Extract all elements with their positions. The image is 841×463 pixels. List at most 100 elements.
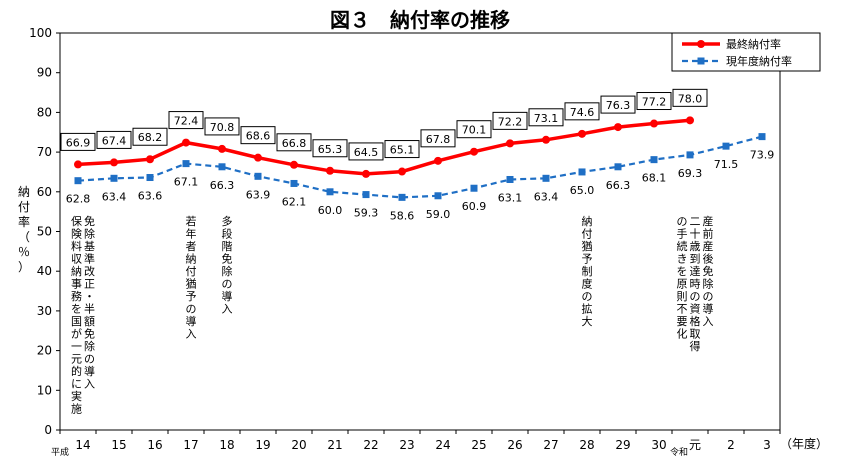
annotation-char: ・ (84, 290, 95, 303)
data-point (506, 139, 514, 148)
annotation-char: 免 (222, 252, 233, 266)
data-label-box (348, 142, 384, 161)
data-label: 60.0 (318, 204, 343, 217)
x-tick-label: 23 (399, 438, 414, 452)
data-point (218, 163, 226, 171)
annotation-char: 達 (690, 265, 701, 278)
y-axis-label-char: 付 (18, 200, 30, 214)
data-label: 72.2 (498, 115, 523, 128)
annotation-char: 制 (582, 265, 593, 278)
y-tick-label: 30 (37, 304, 52, 318)
data-label: 66.9 (66, 136, 91, 149)
data-label: 77.2 (642, 96, 667, 109)
x-tick-label: 27 (543, 438, 558, 452)
annotation-char: 入 (222, 303, 233, 316)
annotation-char: 納 (71, 265, 82, 278)
data-label: 63.1 (498, 191, 523, 204)
era-label-heisei: 平成 (51, 446, 69, 458)
annotation-char: 免 (84, 327, 95, 341)
annotation-char: 付 (186, 265, 197, 278)
data-point (182, 160, 190, 168)
annotation-char: 基 (84, 240, 95, 253)
annotation-char: 正 (84, 278, 95, 291)
annotation-char: を (71, 303, 82, 316)
annotation-char: 大 (582, 314, 593, 328)
y-tick-label: 100 (29, 26, 52, 40)
annotation-char: 保 (71, 214, 82, 228)
annotation-char: 取 (690, 328, 701, 341)
annotation-char: 年 (186, 227, 197, 241)
data-point (146, 155, 154, 164)
x-tick-label: 29 (615, 438, 630, 452)
annotation-char: 続 (677, 239, 688, 253)
data-label-box (384, 140, 420, 159)
data-label: 70.8 (210, 121, 235, 134)
data-label: 60.9 (462, 200, 487, 213)
annotation-char: 若 (186, 215, 197, 228)
chart-title: 図３ 納付率の推移 (330, 8, 510, 32)
data-label: 74.6 (570, 106, 595, 119)
x-tick-label: 21 (327, 438, 342, 452)
annotation-char: 階 (222, 239, 233, 253)
annotations: 免除基準改正・半額免除の導入保険料収納事務を国が一元的に実施若年者納付猶予の導入… (71, 214, 714, 416)
annotation-char: 導 (703, 302, 714, 316)
annotation-char: 原 (677, 278, 688, 291)
x-axis: 14 15 16 17 18 19 20 21 22 23 24 25 26 27 28 29 30 元 2 3 (59, 430, 781, 452)
data-point (578, 168, 586, 176)
x-tick-label: 26 (507, 438, 522, 452)
y-tick-label: 50 (37, 225, 52, 239)
annotation-char: 多 (222, 214, 233, 228)
data-point (722, 142, 730, 150)
annotation-char: の (222, 278, 233, 291)
data-label-box (132, 127, 168, 146)
y-axis-label-char: ％ (18, 245, 30, 259)
annotation-char: 納 (186, 253, 197, 266)
annotation-char: き (677, 253, 688, 266)
data-label: 59.0 (426, 208, 451, 221)
annotation-char: 手 (677, 227, 688, 241)
data-label-box (564, 102, 600, 121)
annotation-char: 拡 (582, 302, 593, 316)
data-point (758, 133, 766, 141)
data-label-box (96, 130, 132, 149)
x-tick-label: 17 (183, 438, 198, 452)
data-label: 72.4 (174, 115, 199, 128)
annotation-char: 猶 (582, 239, 593, 253)
annotation-char: 到 (690, 253, 701, 266)
annotation-char: 実 (71, 389, 82, 403)
plot-frame (59, 32, 781, 431)
data-label-box (456, 120, 492, 139)
annotation-char: 後 (703, 252, 714, 266)
data-point (182, 138, 190, 147)
data-label: 73.9 (750, 149, 775, 162)
annotation-char: 入 (703, 315, 714, 328)
annotation-char: の (703, 290, 714, 303)
data-point (470, 184, 478, 192)
legend-label: 最終納付率 (726, 37, 781, 51)
annotation-char: を (677, 265, 688, 278)
data-label: 65.3 (318, 143, 343, 156)
legend-label: 現年度納付率 (726, 54, 792, 68)
annotation-char: 導 (186, 314, 197, 328)
annotation-char: 険 (71, 228, 82, 241)
x-tick-label: 18 (219, 438, 234, 452)
data-point (218, 144, 226, 153)
data-label: 70.1 (462, 124, 487, 137)
data-label-box (492, 111, 528, 130)
data-point (74, 177, 82, 185)
data-label: 58.6 (390, 209, 415, 222)
annotation-char: 時 (690, 278, 701, 291)
data-point (290, 179, 298, 187)
data-label: 62.1 (282, 195, 307, 208)
annotation-char: 務 (71, 289, 82, 303)
data-point (686, 116, 694, 125)
data-point (542, 174, 550, 182)
y-tick-label: 80 (37, 105, 52, 119)
annotation-char: 改 (84, 264, 95, 278)
x-tick-label: 22 (363, 438, 378, 452)
y-tick-label: 60 (37, 185, 52, 199)
data-label-box (204, 117, 240, 136)
era-label-reiwa: 令和 (670, 446, 688, 458)
data-label: 65.0 (570, 184, 595, 197)
